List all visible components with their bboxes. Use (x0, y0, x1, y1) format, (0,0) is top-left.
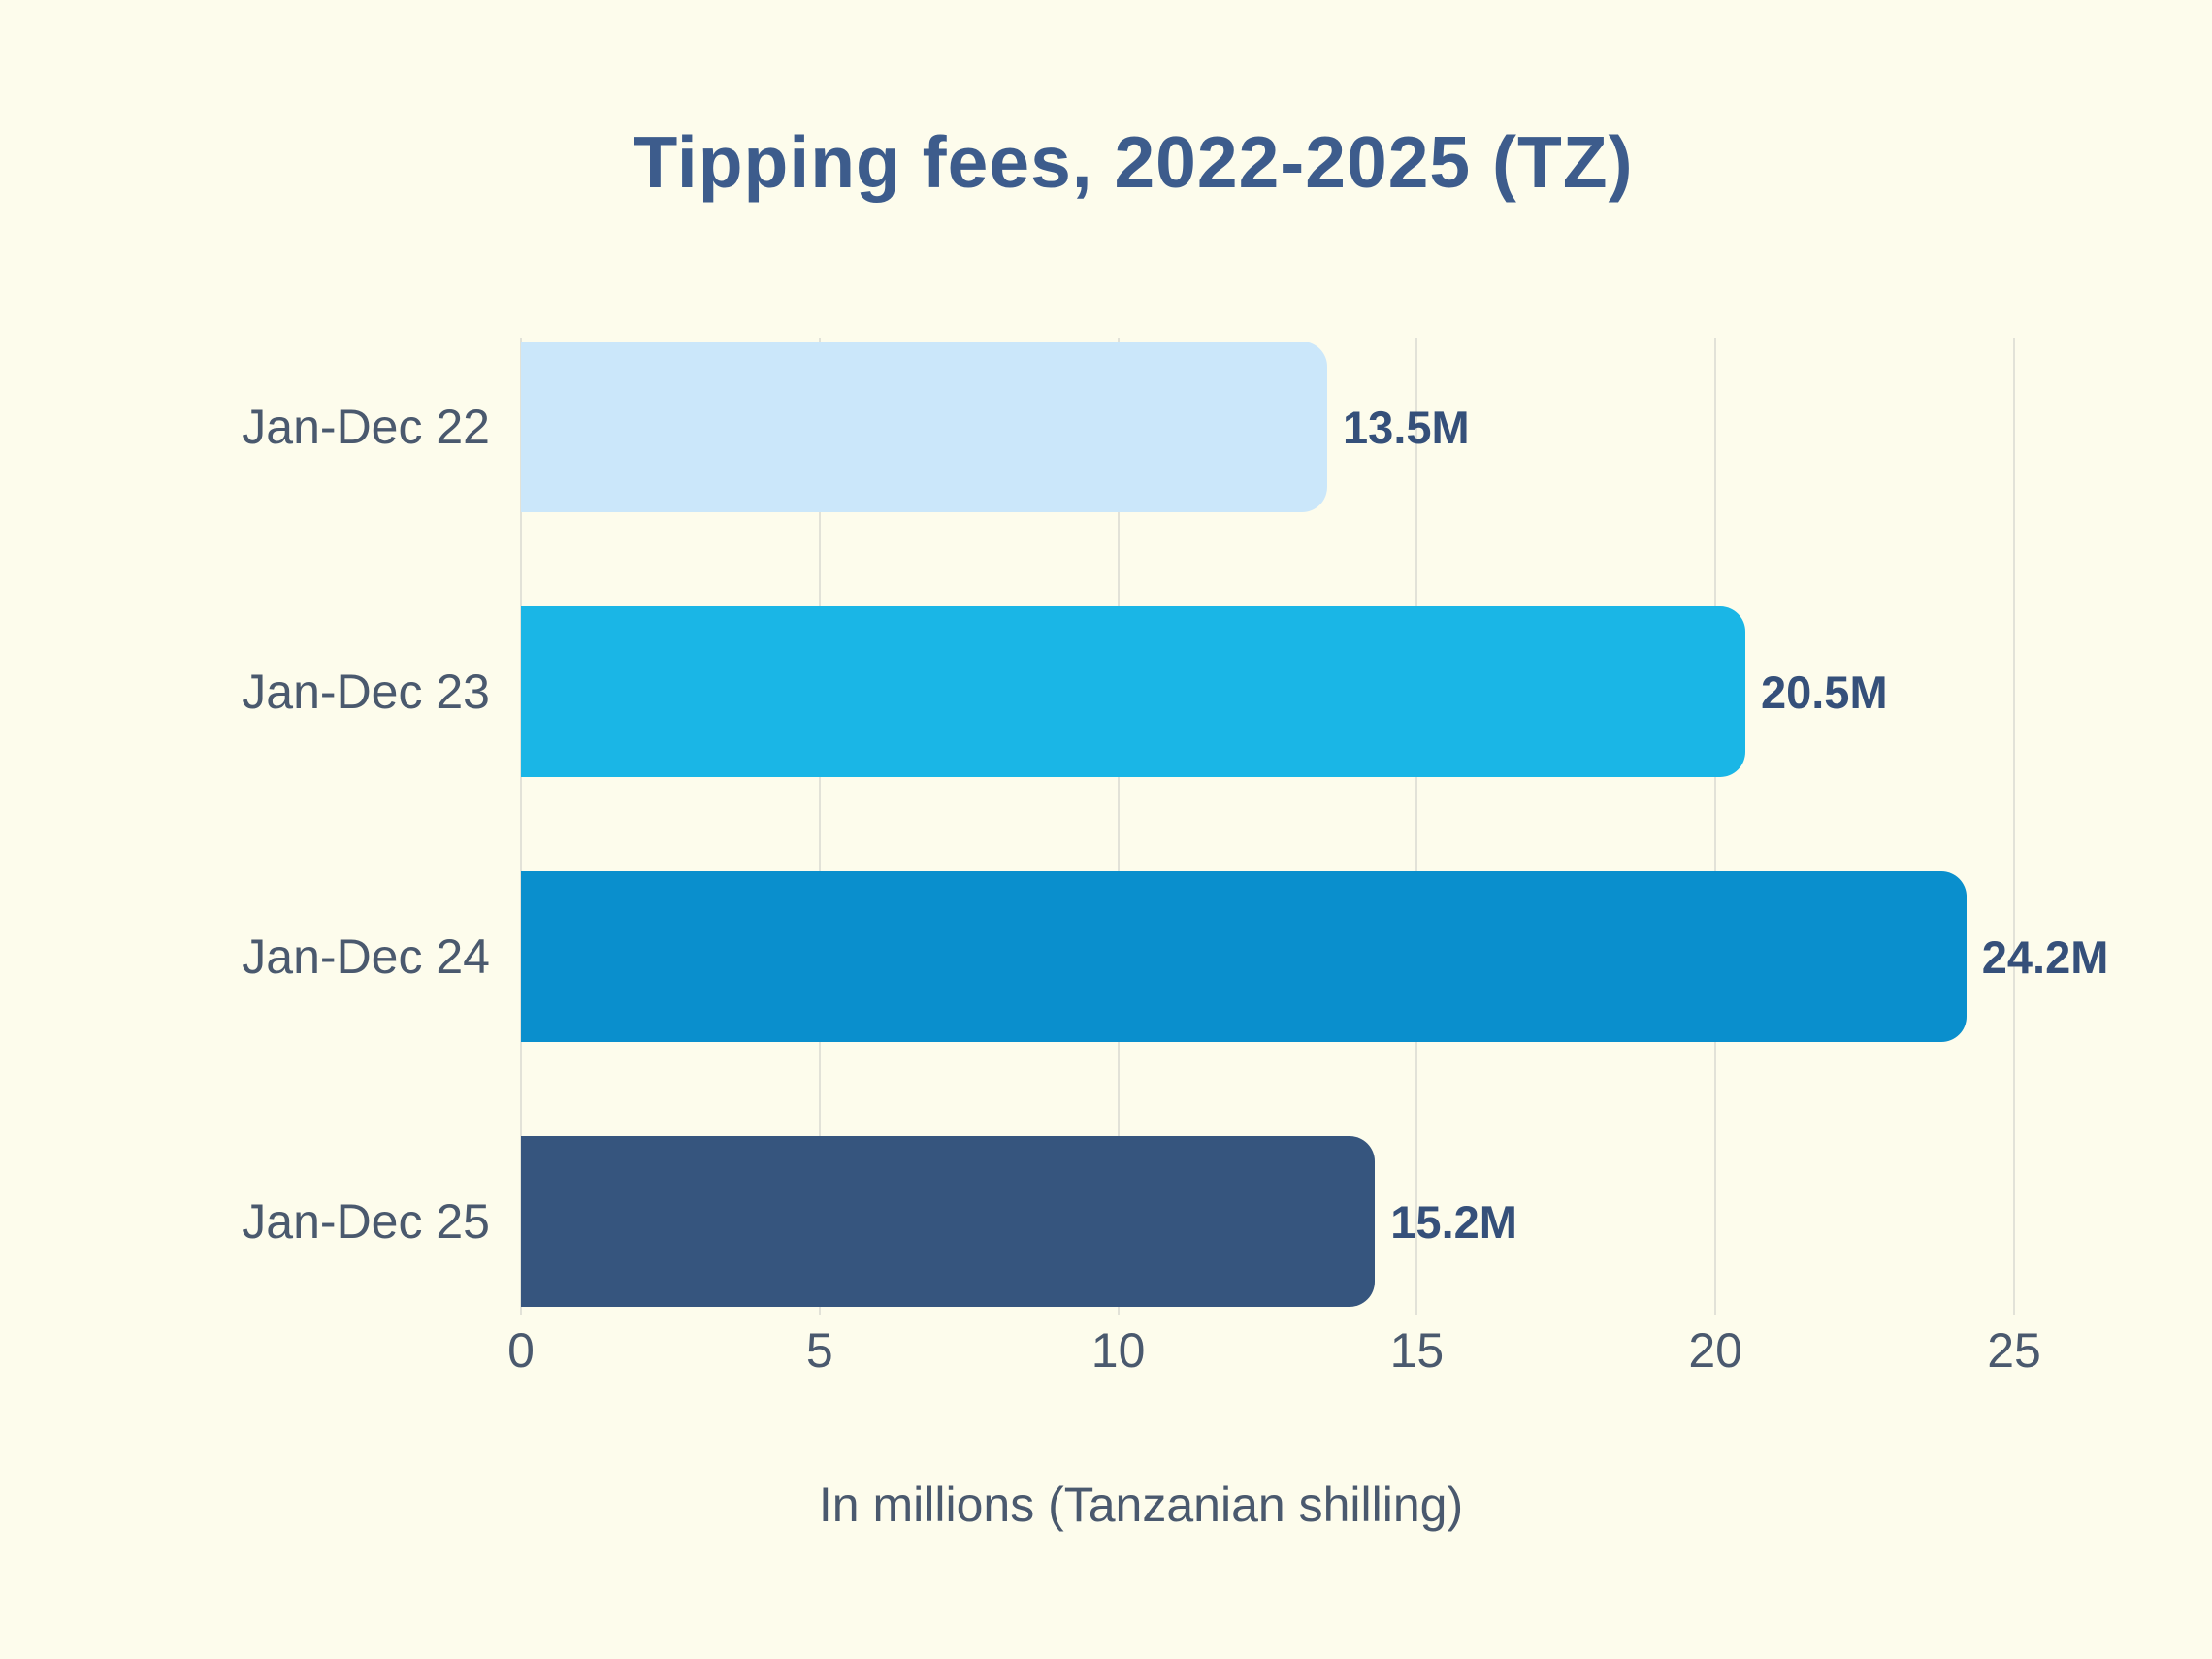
bar-row: 15.2M (521, 1136, 2014, 1307)
category-label: Jan-Dec 25 (242, 1194, 490, 1249)
bar-row: 24.2M (521, 871, 2108, 1042)
category-label: Jan-Dec 23 (242, 665, 490, 719)
gridline (520, 338, 522, 1315)
gridline (818, 338, 821, 1315)
bar (521, 606, 1745, 777)
bar (521, 871, 1967, 1042)
value-label: 20.5M (1760, 666, 1888, 718)
bar (521, 342, 1328, 512)
value-label: 24.2M (1981, 930, 2109, 983)
chart-title: Tipping fees, 2022-2025 (TZ) (633, 121, 1634, 203)
gridline (1714, 338, 1717, 1315)
x-tick-label: 25 (1987, 1323, 2041, 1378)
x-tick-label: 10 (1090, 1323, 1146, 1378)
gridline (1415, 338, 1418, 1315)
x-tick-label: 20 (1688, 1323, 1742, 1378)
plot-area: 13.5M 20.5M 24.2M 15.2M (520, 338, 2108, 1315)
x-axis-label: In millions (Tanzanian shilling) (818, 1478, 1464, 1532)
value-label: 15.2M (1390, 1195, 1517, 1248)
category-label: Jan-Dec 22 (242, 400, 490, 454)
value-label: 13.5M (1343, 401, 1470, 453)
category-label: Jan-Dec 24 (242, 929, 490, 984)
bar-row: 20.5M (521, 606, 2014, 777)
x-tick-label: 0 (507, 1323, 535, 1378)
category-labels: Jan-Dec 22 Jan-Dec 23 Jan-Dec 24 Jan-Dec 25 (0, 0, 490, 1659)
gridline (2013, 338, 2015, 1315)
x-tick-label: 15 (1389, 1323, 1445, 1378)
gridline (1117, 338, 1120, 1315)
bar (521, 1136, 1376, 1307)
x-tick-label: 5 (805, 1323, 833, 1378)
bar-row: 13.5M (521, 342, 2014, 512)
